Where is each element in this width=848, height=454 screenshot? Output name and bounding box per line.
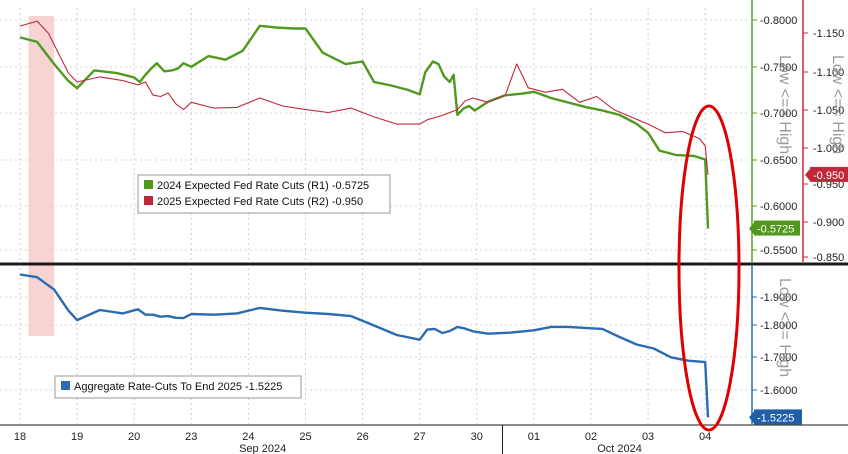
- legend-top-swatch: [144, 180, 153, 189]
- axis-r1-tick-label: -0.6500: [760, 155, 797, 167]
- series-line-top-0: [19, 24, 710, 229]
- axis-r2-tick-label: -1.150: [813, 28, 844, 40]
- axis-r2-title: Low <== High: [829, 55, 846, 154]
- x-tick-label: 04: [699, 431, 711, 443]
- axis-r2-tick-label: -0.850: [813, 252, 844, 264]
- series-lines: [19, 20, 710, 418]
- tag-r2-bg: [810, 166, 848, 182]
- legend-bottom-swatch: [61, 381, 70, 390]
- tag-r2-text: -0.950: [813, 170, 844, 182]
- axis-r2-tick-label: -1.100: [813, 67, 844, 79]
- shaded-band: [28, 16, 55, 336]
- x-month-label: Oct 2024: [597, 443, 642, 454]
- axis-r2-tick-label: -1.000: [813, 143, 844, 155]
- axis-bottom-tick-label: -1.9000: [760, 292, 797, 304]
- tag-bottom-arrow: [749, 411, 754, 424]
- tag-bottom-bg: [754, 409, 802, 425]
- axis-r2-tick-label: -0.900: [813, 217, 844, 229]
- shaded-band-rect: [28, 16, 55, 336]
- x-tick-label: 26: [356, 431, 368, 443]
- axis-bottom-title: Low <== High: [776, 278, 793, 377]
- legend-top-swatch: [144, 196, 153, 205]
- axis-bottom-tick-label: -1.8000: [760, 320, 797, 332]
- tag-r1-arrow: [749, 222, 754, 235]
- highlight-ellipse: [677, 104, 741, 432]
- highlight-ellipse-shape: [677, 104, 741, 432]
- axis-r1-tick-label: -0.5500: [760, 245, 797, 257]
- x-tick-label: 20: [128, 431, 140, 443]
- legend-bottom-label: Aggregate Rate-Cuts To End 2025 -1.5225: [74, 381, 282, 393]
- x-tick-label: 23: [185, 431, 197, 443]
- axis-r2-tick-label: -1.050: [813, 105, 844, 117]
- series-line-bottom-0: [19, 273, 710, 418]
- x-tick-label: 02: [585, 431, 597, 443]
- legend-top-label: 2024 Expected Fed Rate Cuts (R1) -0.5725: [157, 180, 369, 192]
- axis-r1-tick-label: -0.7000: [760, 108, 797, 120]
- axis-bottom-tick-label: -1.6000: [760, 385, 797, 397]
- tag-r1-bg: [754, 220, 800, 236]
- legend-top-box: [137, 174, 391, 214]
- x-tick-label: 30: [471, 431, 483, 443]
- tag-r1-text: -0.5725: [757, 224, 794, 236]
- tag-r2-arrow: [805, 168, 810, 181]
- axis-r1-tick-label: -0.7500: [760, 62, 797, 74]
- x-tick-label: 19: [71, 431, 83, 443]
- x-tick-label: 18: [14, 431, 26, 443]
- x-tick-label: 01: [528, 431, 540, 443]
- tag-bottom-text: -1.5225: [757, 412, 794, 424]
- last-value-tags: -0.950 -0.5725 -1.5225: [749, 166, 848, 425]
- x-month-label: Sep 2024: [239, 443, 286, 454]
- axis-r1-tick-label: -0.8000: [760, 15, 797, 27]
- legend-bottom-box: [54, 375, 302, 399]
- legends: 2024 Expected Fed Rate Cuts (R1) -0.5725…: [54, 174, 391, 399]
- axis-r2-tick-label: -0.950: [813, 179, 844, 191]
- legend-top-label: 2025 Expected Fed Rate Cuts (R2) -0.950: [157, 196, 363, 208]
- series-line-top-1: [19, 20, 709, 175]
- x-tick-label: 24: [242, 431, 254, 443]
- x-tick-label: 27: [414, 431, 426, 443]
- x-tick-label: 03: [642, 431, 654, 443]
- axis-bottom-tick-label: -1.7000: [760, 352, 797, 364]
- x-tick-label: 25: [299, 431, 311, 443]
- axis-r1-tick-label: -0.6000: [760, 201, 797, 213]
- axis-r1-title: Low <== High: [776, 55, 793, 154]
